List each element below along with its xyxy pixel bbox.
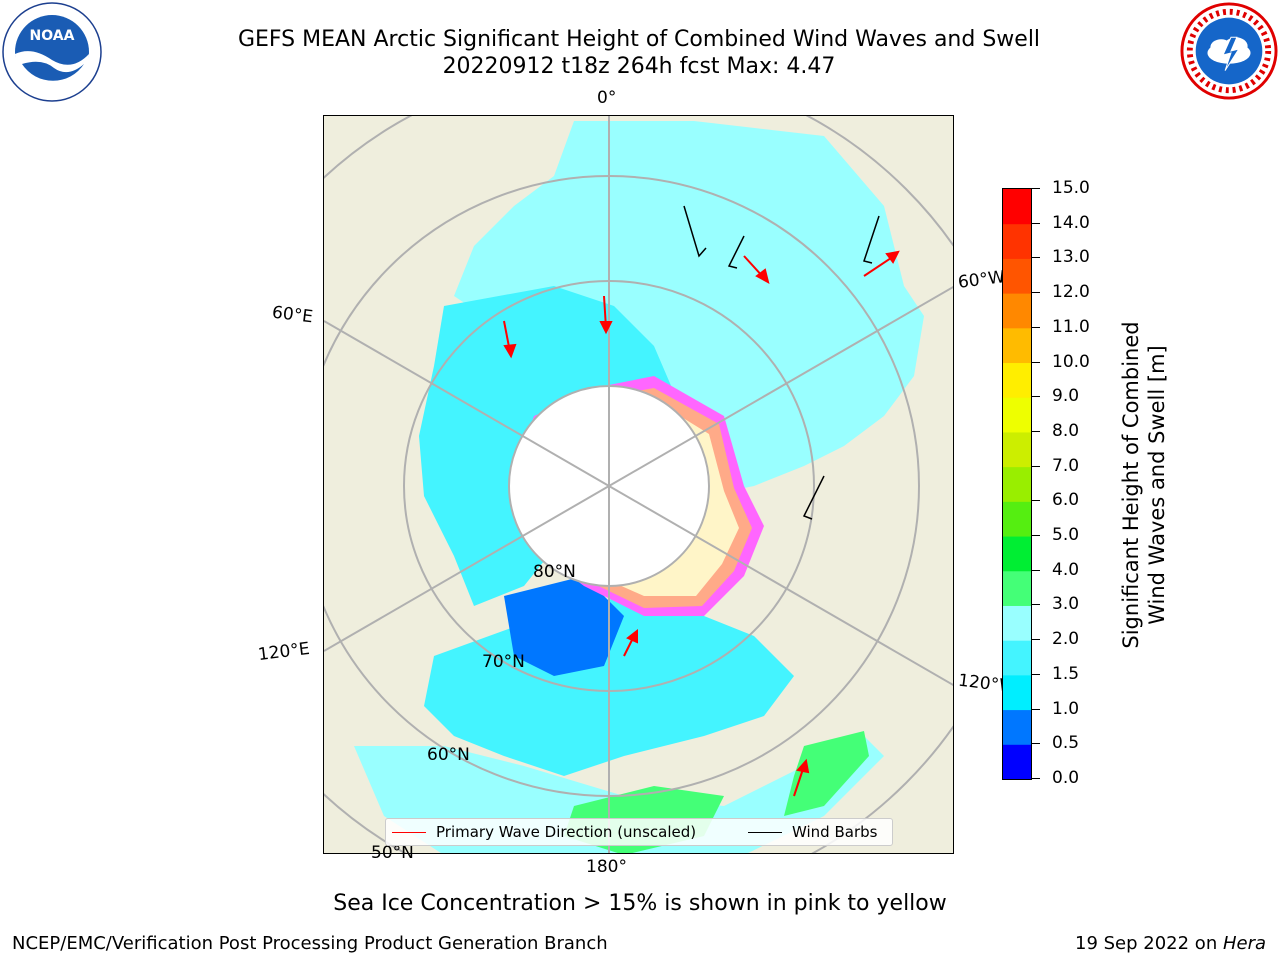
footer-date-text: 19 Sep 2022 on xyxy=(1075,933,1223,954)
legend-barb-label: Wind Barbs xyxy=(792,823,878,841)
colorbar-tick-label: 1.0 xyxy=(1052,698,1080,719)
colorbar-tick-mark xyxy=(1032,639,1040,641)
footer-credit: NCEP/EMC/Verification Post Processing Pr… xyxy=(12,933,608,954)
colorbar-segment xyxy=(1003,362,1031,398)
sea-ice-caption: Sea Ice Concentration > 15% is shown in … xyxy=(333,891,947,916)
colorbar-tick-label: 11.0 xyxy=(1052,316,1090,337)
noaa-logo-text: NOAA xyxy=(30,28,75,44)
colorbar-segment xyxy=(1003,293,1031,329)
colorbar-segment xyxy=(1003,744,1031,779)
colorbar-tick-label: 12.0 xyxy=(1052,282,1090,303)
colorbar xyxy=(1002,188,1032,780)
polar-map xyxy=(323,115,954,854)
lat-label-60n: 60°N xyxy=(427,745,470,765)
map-legend: Primary Wave Direction (unscaled) Wind B… xyxy=(385,818,893,846)
nws-logo xyxy=(1180,2,1278,100)
colorbar-segment xyxy=(1003,223,1031,259)
colorbar-segment xyxy=(1003,258,1031,294)
colorbar-tick-label: 15.0 xyxy=(1052,178,1090,198)
colorbar-segment xyxy=(1003,605,1031,641)
colorbar-tick-mark xyxy=(1032,430,1040,432)
colorbar-tick-mark xyxy=(1032,743,1040,745)
colorbar-segment xyxy=(1003,709,1031,745)
chart-title: GEFS MEAN Arctic Significant Height of C… xyxy=(237,27,1041,52)
wave-field-alaska-high xyxy=(784,731,869,816)
colorbar-tick-mark xyxy=(1032,535,1040,537)
colorbar-tick-mark xyxy=(1032,361,1040,363)
colorbar-segment xyxy=(1003,189,1031,225)
colorbar-tick-label: 8.0 xyxy=(1052,420,1080,441)
lat-label-50n: 50°N xyxy=(371,843,414,863)
colorbar-segment xyxy=(1003,570,1031,606)
lon-label-180: 180° xyxy=(586,857,627,877)
colorbar-tick-mark xyxy=(1032,326,1040,328)
wave-arrows xyxy=(503,250,900,797)
colorbar-tick-mark xyxy=(1032,569,1040,571)
colorbar-tick-label: 5.0 xyxy=(1052,525,1080,546)
colorbar-tick-mark xyxy=(1032,188,1040,189)
legend-item-wave: Primary Wave Direction (unscaled) xyxy=(392,819,696,845)
lon-label-120e: 120°E xyxy=(256,638,311,666)
legend-barb-swatch xyxy=(748,831,782,833)
lon-label-0: 0° xyxy=(597,88,617,108)
colorbar-tick-label: 0.0 xyxy=(1052,768,1080,788)
colorbar-tick-label: 6.0 xyxy=(1052,490,1080,511)
colorbar-segment xyxy=(1003,501,1031,537)
colorbar-label-line2: Wind Waves and Swell [m] xyxy=(1145,345,1169,625)
colorbar-tick-mark xyxy=(1032,604,1040,606)
colorbar-segment xyxy=(1003,674,1031,711)
lon-label-60w: 60°W xyxy=(956,267,1006,293)
colorbar-tick-mark xyxy=(1032,778,1040,779)
colorbar-tick-mark xyxy=(1032,257,1040,259)
wave-field-laptev xyxy=(504,576,624,676)
colorbar-tick-mark xyxy=(1032,673,1040,675)
colorbar-tick-label: 10.0 xyxy=(1052,351,1090,372)
colorbar-tick-label: 3.0 xyxy=(1052,594,1080,615)
colorbar-segment xyxy=(1003,640,1031,676)
colorbar-label-line1: Significant Height of Combined xyxy=(1119,321,1143,649)
colorbar-tick-mark xyxy=(1032,500,1040,502)
colorbar-gradient xyxy=(1003,189,1031,779)
colorbar-tick-label: 7.0 xyxy=(1052,455,1080,476)
noaa-logo: NOAA xyxy=(2,2,102,102)
wind-barbs xyxy=(683,205,880,520)
wave-field-atlantic xyxy=(454,121,924,496)
colorbar-tick-label: 14.0 xyxy=(1052,212,1090,233)
colorbar-tick-label: 1.5 xyxy=(1052,663,1080,684)
chart-subtitle: 20220912 t18z 264h fcst Max: 4.47 xyxy=(442,54,836,79)
colorbar-tick-mark xyxy=(1032,222,1040,224)
colorbar-tick-label: 4.0 xyxy=(1052,559,1080,580)
footer-date: 19 Sep 2022 on Hera xyxy=(1075,933,1266,954)
colorbar-tick-label: 2.0 xyxy=(1052,629,1080,650)
colorbar-tick-mark xyxy=(1032,465,1040,467)
colorbar-tick-label: 0.5 xyxy=(1052,733,1080,754)
colorbar-segment xyxy=(1003,466,1031,502)
legend-item-barb: Wind Barbs xyxy=(748,819,877,845)
colorbar-segment xyxy=(1003,536,1031,572)
lat-label-70n: 70°N xyxy=(482,652,525,672)
colorbar-tick-mark xyxy=(1032,396,1040,398)
colorbar-segment xyxy=(1003,431,1031,468)
lat-label-80n: 80°N xyxy=(533,562,576,582)
legend-wave-swatch xyxy=(392,831,426,833)
colorbar-tick-label: 9.0 xyxy=(1052,386,1080,407)
map-canvas xyxy=(324,116,953,853)
colorbar-tick-label: 13.0 xyxy=(1052,247,1090,268)
graticule xyxy=(324,116,953,853)
footer-host: Hera xyxy=(1222,933,1266,954)
colorbar-segment xyxy=(1003,397,1031,433)
colorbar-tick-mark xyxy=(1032,292,1040,294)
legend-wave-label: Primary Wave Direction (unscaled) xyxy=(436,823,697,841)
colorbar-segment xyxy=(1003,327,1031,364)
colorbar-tick-mark xyxy=(1032,708,1040,710)
lon-label-60e: 60°E xyxy=(270,302,314,328)
